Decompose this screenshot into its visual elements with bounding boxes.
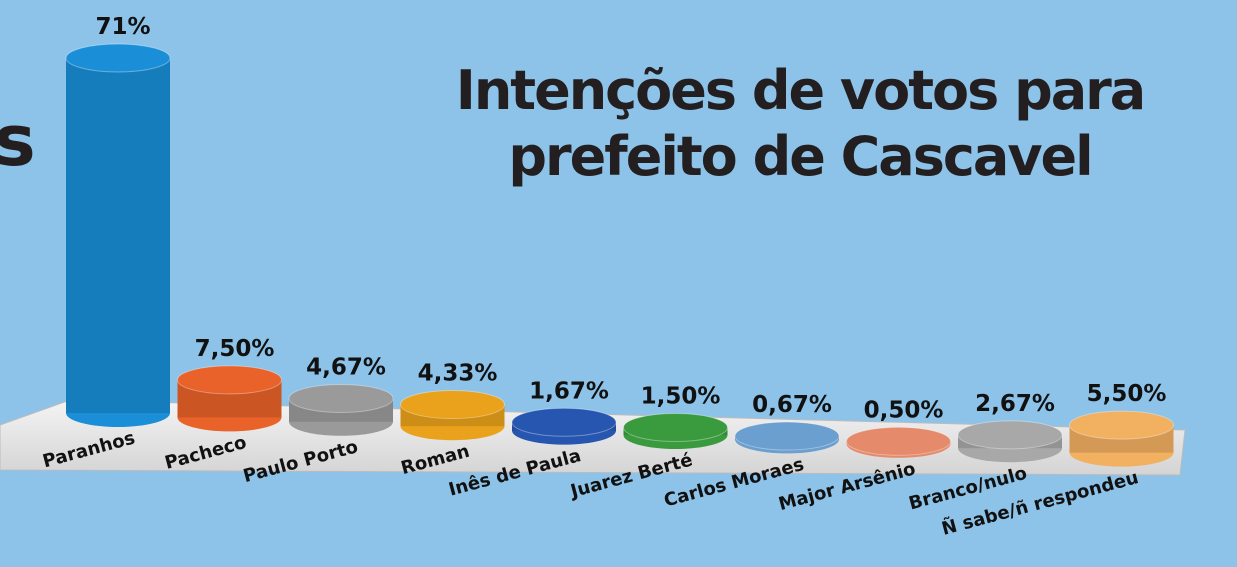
cylinder [177, 365, 282, 432]
cylinder-part [957, 420, 1063, 450]
cylinder-part [734, 421, 840, 451]
cylinder-part [846, 426, 951, 456]
cylinder [1069, 410, 1174, 467]
cylinder-part [511, 407, 617, 437]
side-text: s [0, 100, 36, 182]
value-label: 4,67% [306, 354, 386, 380]
cylinder-part [1069, 410, 1174, 440]
value-label: 0,67% [752, 392, 832, 418]
cylinder [734, 421, 840, 454]
value-label: 4,33% [418, 361, 498, 387]
cylinder-part [288, 383, 394, 413]
cylinder [288, 383, 394, 436]
cylinder-part [66, 58, 170, 413]
value-label: 0,50% [864, 397, 944, 423]
cylinder-part [66, 58, 170, 413]
cylinder [65, 43, 171, 427]
value-label: 71% [95, 14, 150, 40]
value-label: 5,50% [1087, 381, 1167, 407]
cylinder-part [177, 365, 282, 395]
value-label: 7,50% [195, 336, 275, 362]
cylinder-part [623, 413, 728, 442]
value-label: 1,50% [641, 384, 721, 410]
cylinder [400, 390, 505, 441]
value-label: 2,67% [975, 391, 1055, 417]
cylinder-part [400, 390, 505, 420]
cylinder [957, 420, 1063, 463]
cylinder-part [65, 43, 171, 73]
cylinder [623, 413, 728, 449]
chart-title: Intenções de votos para prefeito de Casc… [455, 59, 1146, 188]
cylinder [511, 407, 617, 445]
value-label: 1,67% [529, 378, 609, 404]
cylinder [846, 426, 951, 458]
